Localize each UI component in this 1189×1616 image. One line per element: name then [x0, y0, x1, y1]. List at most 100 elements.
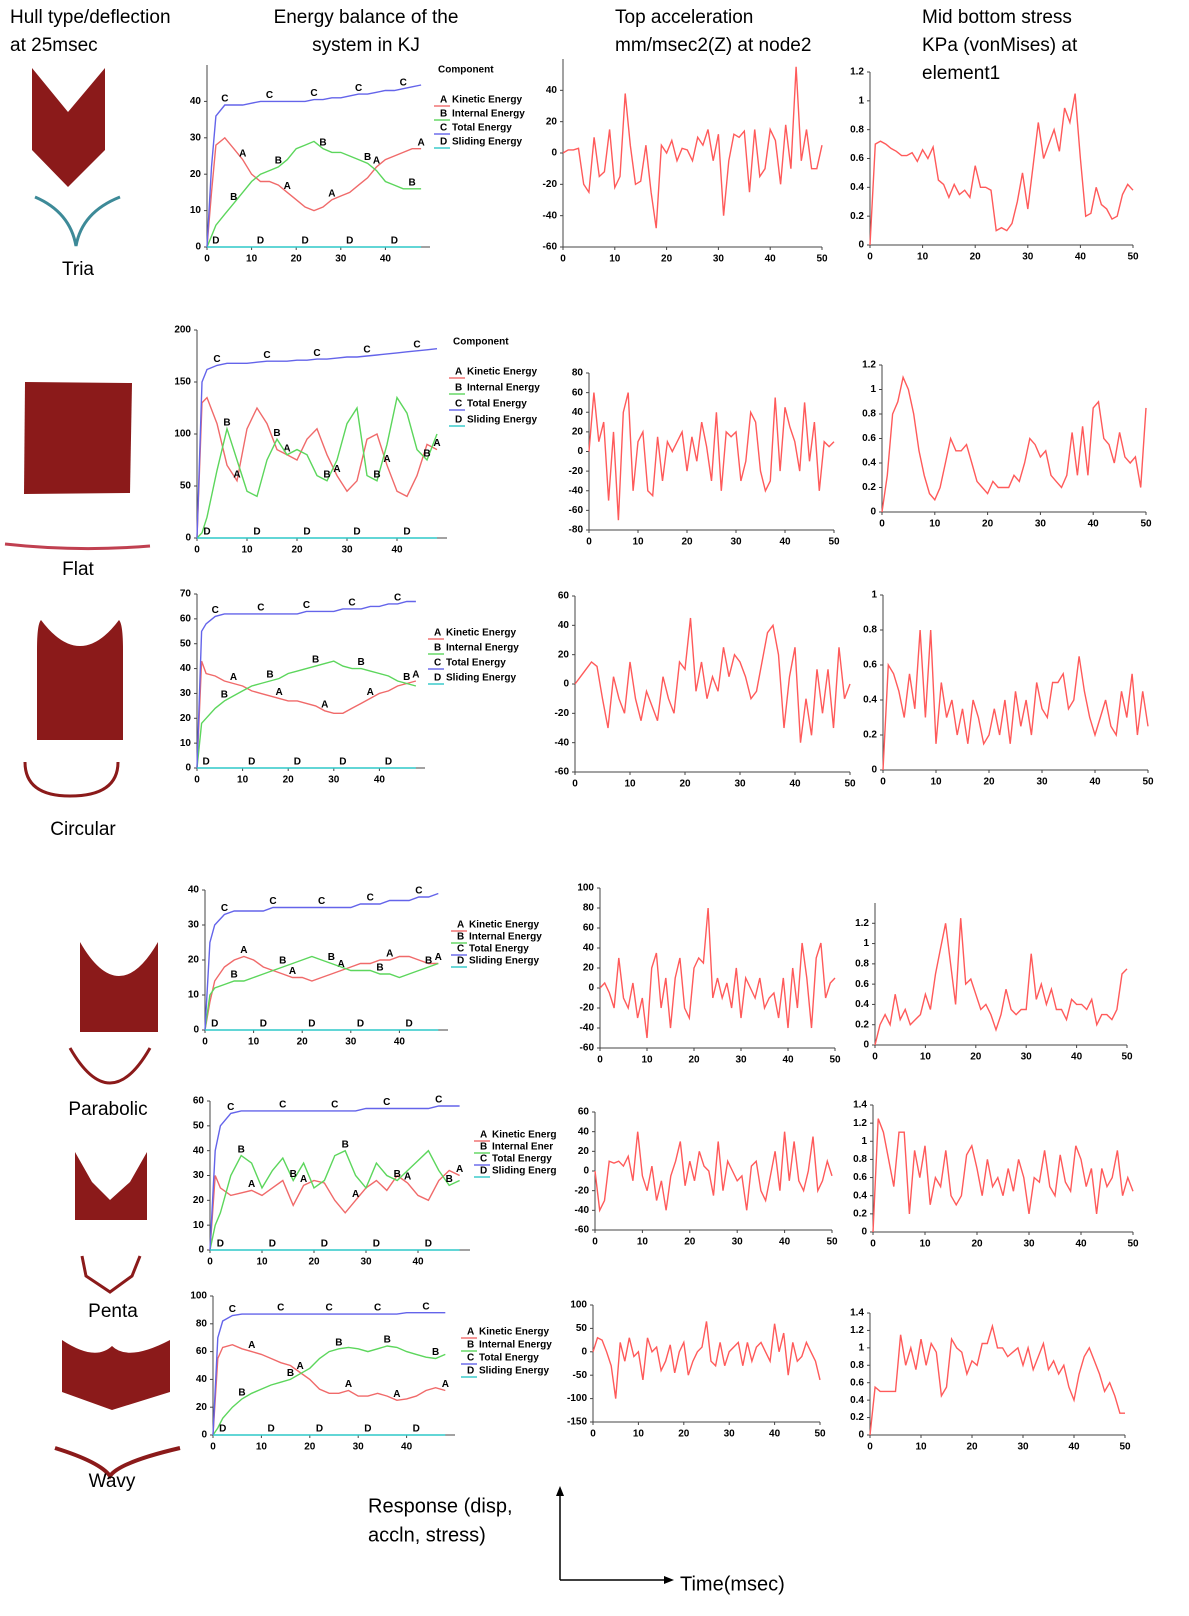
- y-tick-label: 0: [863, 1040, 869, 1051]
- x-tick-label: 50: [1119, 1442, 1131, 1453]
- x-tick-label: 20: [688, 1055, 700, 1066]
- legend-label: Internal Ener: [492, 1142, 553, 1153]
- legend-label: Kinetic Energy: [446, 628, 516, 639]
- x-tick-label: 30: [734, 779, 746, 790]
- hull-label: Tria: [62, 259, 94, 280]
- x-tick-label: 30: [713, 254, 725, 265]
- line-marker-label: D: [391, 236, 398, 247]
- line-marker-label: C: [355, 83, 362, 94]
- line-marker-label: C: [415, 886, 422, 897]
- legend-label: Internal Energy: [446, 643, 519, 654]
- hull-parabolic: [80, 942, 158, 1032]
- x-tick-label: 30: [1021, 1052, 1033, 1063]
- y-tick-label: -40: [569, 485, 584, 496]
- x-tick-label: 40: [779, 537, 791, 548]
- x-tick-label: 0: [880, 777, 886, 788]
- legend-label: Total Energy: [467, 399, 527, 410]
- x-tick-label: 20: [983, 777, 995, 788]
- x-tick-label: 20: [966, 1442, 978, 1453]
- y-tick-label: 20: [583, 963, 595, 974]
- y-tick-label: 1: [861, 1136, 867, 1147]
- y-tick-label: -40: [543, 210, 558, 221]
- x-tick-label: 20: [681, 537, 693, 548]
- x-tick-label: 30: [1036, 777, 1048, 788]
- x-tick-label: 40: [1075, 252, 1087, 263]
- x-tick-label: 20: [297, 1037, 309, 1048]
- deflection-wavy: [54, 1446, 181, 1480]
- y-tick-label: 150: [174, 377, 191, 388]
- series-line: [204, 955, 439, 1031]
- line-marker-label: D: [203, 757, 210, 768]
- line-marker-label: D: [302, 236, 309, 247]
- line-marker-label: C: [394, 593, 401, 604]
- line-marker-label: B: [423, 449, 430, 460]
- x-tick-label: 50: [814, 1429, 826, 1440]
- line-marker-label: A: [289, 966, 296, 977]
- legend-marker: C: [467, 1353, 474, 1364]
- y-tick-label: 60: [193, 1096, 205, 1107]
- x-tick-label: 40: [1088, 519, 1100, 530]
- legend-marker: A: [480, 1130, 487, 1141]
- x-tick-label: 30: [732, 1237, 744, 1248]
- line-marker-label: C: [326, 1303, 333, 1314]
- y-tick-label: -20: [569, 466, 584, 477]
- deflection-penta: [80, 1255, 142, 1294]
- y-tick-label: 0: [858, 1430, 864, 1441]
- x-tick-label: 20: [970, 1052, 982, 1063]
- x-tick-label: 40: [1071, 1052, 1083, 1063]
- y-tick-label: 0.4: [863, 695, 877, 706]
- line-marker-label: B: [323, 469, 330, 480]
- legend-marker: B: [467, 1340, 474, 1351]
- x-tick-label: 0: [872, 1052, 878, 1063]
- series-line: [592, 1321, 821, 1399]
- axis-note: accln, stress): [368, 1524, 486, 1546]
- x-tick-label: 0: [210, 1442, 216, 1453]
- line-marker-label: C: [331, 1100, 338, 1111]
- legend-label: Sliding Energy: [479, 1366, 549, 1377]
- y-tick-label: 200: [174, 325, 191, 336]
- x-tick-label: 20: [291, 545, 303, 556]
- line-marker-label: D: [385, 757, 392, 768]
- line-marker-label: D: [217, 1239, 224, 1250]
- line-marker-label: C: [367, 893, 374, 904]
- x-tick-label: 0: [590, 1429, 596, 1440]
- y-tick-label: 1: [863, 938, 869, 949]
- line-marker-label: B: [335, 1337, 342, 1348]
- y-tick-label: 0.4: [853, 1190, 867, 1201]
- series-line: [869, 1323, 1125, 1436]
- x-tick-label: 50: [826, 1237, 838, 1248]
- legend-marker: C: [457, 944, 464, 955]
- x-tick-label: 30: [328, 775, 340, 786]
- x-tick-label: 30: [730, 537, 742, 548]
- line-marker-label: C: [221, 903, 228, 914]
- x-tick-label: 50: [828, 537, 840, 548]
- y-tick-label: 0: [195, 242, 201, 253]
- legend-label: Sliding Energy: [467, 415, 537, 426]
- x-tick-label: 10: [246, 254, 258, 265]
- y-tick-label: -50: [573, 1370, 588, 1381]
- line-marker-label: A: [345, 1379, 352, 1390]
- y-tick-label: 10: [180, 738, 192, 749]
- x-tick-label: 40: [401, 1442, 413, 1453]
- line-marker-label: C: [422, 1301, 429, 1312]
- line-marker-label: A: [321, 699, 328, 710]
- y-tick-label: 0.6: [850, 1377, 864, 1388]
- x-tick-label: 40: [789, 779, 801, 790]
- x-tick-label: 40: [394, 1037, 406, 1048]
- y-tick-label: -20: [543, 179, 558, 190]
- legend-marker: D: [480, 1166, 487, 1177]
- x-tick-label: 40: [380, 254, 392, 265]
- legend-marker: B: [480, 1142, 487, 1153]
- hull-label: Wavy: [89, 1471, 136, 1492]
- y-tick-label: 80: [196, 1318, 208, 1329]
- x-tick-label: 0: [867, 252, 873, 263]
- y-tick-label: 40: [572, 407, 584, 418]
- series-line: [599, 907, 836, 1039]
- x-tick-label: 10: [929, 519, 941, 530]
- x-tick-label: 10: [633, 1429, 645, 1440]
- x-tick-label: 10: [641, 1055, 653, 1066]
- legend-label: Total Energy: [469, 944, 529, 955]
- line-marker-label: A: [435, 952, 442, 963]
- y-tick-label: 0: [858, 240, 864, 251]
- legend-marker: A: [455, 367, 462, 378]
